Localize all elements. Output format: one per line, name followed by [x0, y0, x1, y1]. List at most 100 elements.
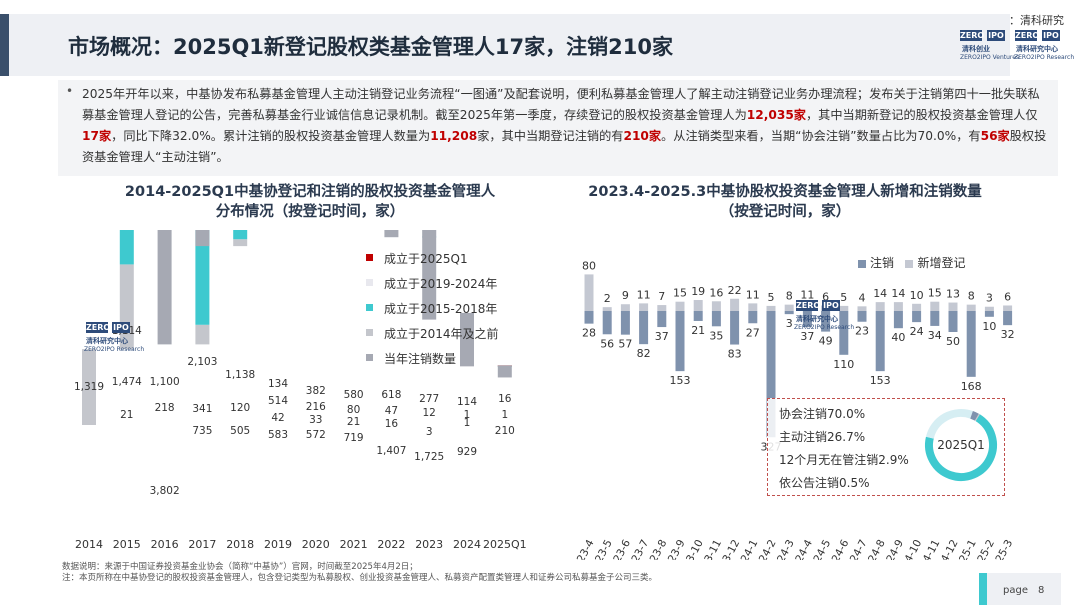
- wm2-logo-en: ZERO2IPO Research: [794, 324, 855, 331]
- data-label: 382: [306, 385, 326, 397]
- bar-cancel: [730, 311, 740, 345]
- x-tick-label: 2023-4: [569, 538, 597, 560]
- bar-cancel: [675, 311, 685, 372]
- summary-segment: 股权投资基金管理人“主动注销”。: [82, 129, 1047, 164]
- page-label: page: [1003, 585, 1028, 596]
- label-new: 14: [873, 287, 887, 300]
- bar-cancel: [912, 311, 922, 323]
- legend1-item: 成立于2019-2024年: [360, 275, 520, 300]
- label-cancel: 27: [746, 326, 760, 339]
- bar-cancel: [784, 311, 794, 315]
- label-new: 4: [859, 291, 866, 304]
- pie-row-voluntary: 主动注销26.7%: [779, 430, 866, 444]
- label-cancel: 110: [833, 358, 854, 371]
- data-label: 514: [268, 395, 288, 407]
- summary-box: [58, 80, 1058, 176]
- chart1-svg: 2014 2015 2016 2017 2018 2019 2020 2021 2022 2023…: [74, 230, 527, 551]
- legend2-swatch-cancel: [858, 259, 866, 268]
- chart2-title-line1: 2023.4-2025.3中基协股权投资基金管理人新增和注销数量: [588, 184, 982, 200]
- data-label: 1: [464, 417, 471, 429]
- data-label: 1,100: [150, 376, 180, 388]
- data-label: 2,103: [187, 356, 217, 368]
- label-cancel: 82: [637, 347, 651, 360]
- footnote-line2: 注：本页所称在中基协登记的股权投资基金管理人，包含登记类型为私募股权、创业投资基…: [62, 573, 658, 583]
- legend1-label: 成立于2015-2018年: [384, 302, 498, 316]
- footnote-line1: 数据说明：来源于中国证券投资基金业协会（简称“中基协”）官网，时间截至2025年…: [62, 562, 418, 572]
- data-label: 618: [381, 389, 401, 401]
- summary-highlight: 11,208: [430, 129, 478, 143]
- summary-highlight: 17家: [82, 129, 112, 143]
- legend1-item: 成立于2025Q1: [360, 250, 520, 275]
- summary-highlight: 12,035家: [746, 108, 806, 122]
- wm-logo-en: ZERO2IPO Research: [84, 346, 145, 353]
- data-label: 1: [501, 409, 508, 421]
- bar-registered: [195, 324, 210, 345]
- x-tick-label: 2020: [302, 538, 330, 551]
- summary-highlight: 56家: [980, 129, 1010, 143]
- bar-registered: [195, 230, 210, 325]
- pie-row-announcement: 依公告注销0.5%: [779, 476, 870, 490]
- bar-new: [766, 305, 776, 311]
- wm-logo-cn: 清科研究中心: [86, 337, 128, 345]
- x-tick-label: 2025Q1: [483, 538, 527, 551]
- bar-cancelled: [460, 312, 474, 367]
- label-new: 11: [800, 288, 814, 301]
- x-tick-label: 2018: [226, 538, 254, 551]
- data-label: 134: [268, 378, 288, 390]
- logo-cn2: 清科研究中心: [1016, 45, 1058, 53]
- bar-cancel: [748, 311, 758, 324]
- data-label: 12: [423, 407, 436, 419]
- pie-row-association: 协会注销70.0%: [779, 407, 866, 421]
- bar-new: [730, 298, 740, 311]
- donut-center-label: 2025Q1: [937, 438, 985, 452]
- data-label: 1: [464, 409, 471, 421]
- bar-new: [693, 300, 703, 311]
- bar-cancel: [875, 311, 885, 372]
- label-new: 10: [910, 289, 924, 302]
- label-cancel: 40: [891, 331, 905, 344]
- data-label: 21: [120, 409, 133, 421]
- wm2-logo-zero: ZERO: [796, 300, 821, 311]
- data-label: 80: [347, 404, 360, 416]
- label-cancel: 168: [961, 380, 982, 393]
- logo-zero-2: ZERO: [1015, 30, 1040, 41]
- label-cancel: 83: [728, 348, 742, 361]
- data-label: 735: [192, 425, 212, 437]
- label-new: 80: [582, 259, 596, 272]
- legend1-swatch: [366, 354, 373, 361]
- label-cancel: 35: [709, 329, 723, 342]
- legend1-item: 当年注销数量: [360, 350, 520, 375]
- pie-row-no-management: 12个月无在管注销2.9%: [779, 453, 909, 467]
- x-tick-label: 2019: [264, 538, 292, 551]
- bar-new: [839, 305, 849, 311]
- bar-cancelled: [422, 230, 437, 320]
- summary-segment: 家，其中当期登记注销的有: [477, 129, 624, 143]
- bar-new: [620, 304, 630, 311]
- legend2-label-cancel: 注销: [870, 256, 895, 270]
- bar-cancel: [857, 311, 867, 322]
- bar-new: [657, 305, 667, 311]
- bar-new: [639, 303, 649, 311]
- bar-new: [893, 302, 903, 311]
- zero2ipo-logo: ZERO IPO ZERO IPO 清科创业 ZERO2IPO Ventures…: [960, 30, 1075, 66]
- bar-cancel: [620, 311, 630, 335]
- logo-ipo: IPO: [987, 30, 1005, 41]
- label-cancel: 153: [870, 374, 891, 387]
- data-label: 16: [498, 393, 512, 405]
- legend1-swatch: [366, 304, 373, 311]
- data-label: 21: [347, 416, 360, 428]
- label-new: 11: [637, 288, 651, 301]
- label-cancel: 57: [618, 338, 632, 351]
- data-label: 210: [495, 425, 515, 437]
- legend1-label: 成立于2014年及之前: [384, 327, 499, 341]
- chart1-title-line1: 2014-2025Q1中基协登记和注销的股权投资基金管理人: [124, 184, 496, 200]
- legend1-item: 成立于2015-2018年: [360, 300, 520, 325]
- bar-cancel: [893, 311, 903, 329]
- bar-new: [1003, 305, 1013, 311]
- label-new: 6: [1004, 290, 1011, 303]
- wm2-logo-ipo: IPO: [822, 300, 840, 311]
- wm-logo-zero: ZERO: [86, 322, 111, 333]
- logo-en2: ZERO2IPO Research: [1014, 54, 1075, 61]
- bar-new: [930, 301, 940, 311]
- x-tick-label: 2023: [415, 538, 443, 551]
